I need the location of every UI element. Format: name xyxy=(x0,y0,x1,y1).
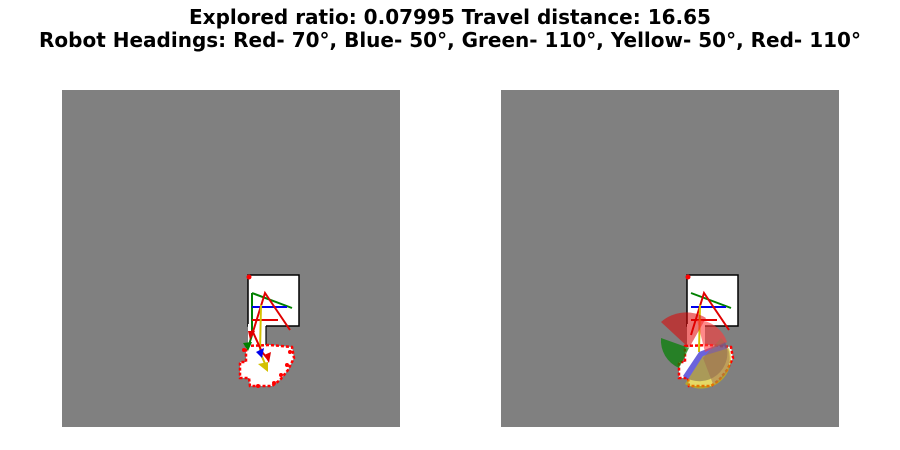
frontier-points xyxy=(242,274,292,388)
exploration-map-panel xyxy=(62,90,400,427)
trajectory-red-2 xyxy=(251,290,291,336)
trajectory-green xyxy=(690,292,732,309)
sensor-coverage-map xyxy=(501,90,839,427)
explored-ratio-line: Explored ratio: 0.07995 Travel distance:… xyxy=(189,5,711,29)
fov-wedge-red xyxy=(661,312,706,348)
robot-headings-line: Robot Headings: Red- 70°, Blue- 50°, Gre… xyxy=(39,28,861,52)
arrow-yellow xyxy=(258,362,268,372)
figure-title: Explored ratio: 0.07995 Travel distance:… xyxy=(0,6,900,52)
trajectory-green-2 xyxy=(251,292,293,309)
fov-wedge-brown xyxy=(703,338,730,384)
arrow-red xyxy=(248,331,255,340)
frontier-point xyxy=(685,274,691,280)
unexplored-area xyxy=(62,90,400,427)
arrow-green xyxy=(243,342,252,351)
arrow-blue xyxy=(256,348,264,358)
fov-wedge-green xyxy=(660,338,689,368)
arrow-red-2 xyxy=(264,352,271,363)
exploration-map xyxy=(62,90,400,427)
unexplored-area xyxy=(501,90,839,427)
sensor-coverage-panel xyxy=(501,90,839,427)
